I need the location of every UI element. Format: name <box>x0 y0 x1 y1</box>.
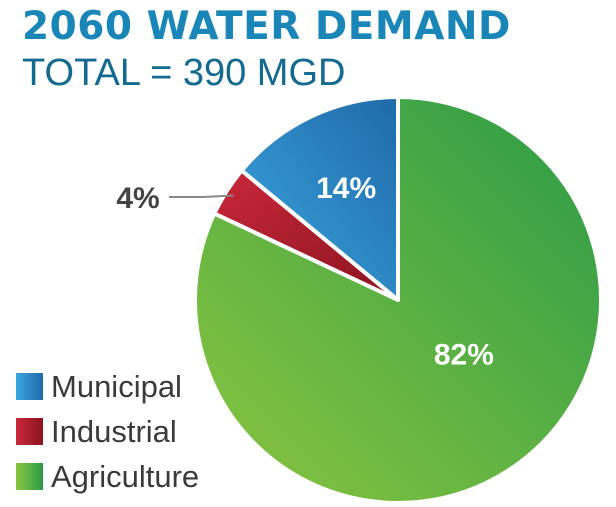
data-label-municipal: 14% <box>316 172 376 205</box>
chart-subtitle: TOTAL = 390 MGD <box>22 52 346 94</box>
legend-item-municipal: Municipal <box>16 364 199 409</box>
legend: Municipal Industrial Agriculture <box>16 364 199 499</box>
pie-slice-agriculture <box>193 95 603 505</box>
legend-item-agriculture: Agriculture <box>16 454 199 499</box>
data-label-industrial: 4% <box>116 182 159 215</box>
pie-slice-municipal <box>239 95 400 302</box>
chart-title: 2060 WATER DEMAND <box>22 4 511 49</box>
legend-label-agriculture: Agriculture <box>51 458 200 494</box>
data-label-agriculture: 82% <box>434 339 494 372</box>
legend-label-municipal: Municipal <box>51 368 182 404</box>
legend-swatch-industrial <box>16 418 43 445</box>
legend-label-industrial: Industrial <box>51 413 177 449</box>
leader-line-industrial <box>169 194 234 198</box>
legend-item-industrial: Industrial <box>16 409 199 454</box>
legend-swatch-agriculture <box>16 463 43 490</box>
legend-swatch-municipal <box>16 373 43 400</box>
